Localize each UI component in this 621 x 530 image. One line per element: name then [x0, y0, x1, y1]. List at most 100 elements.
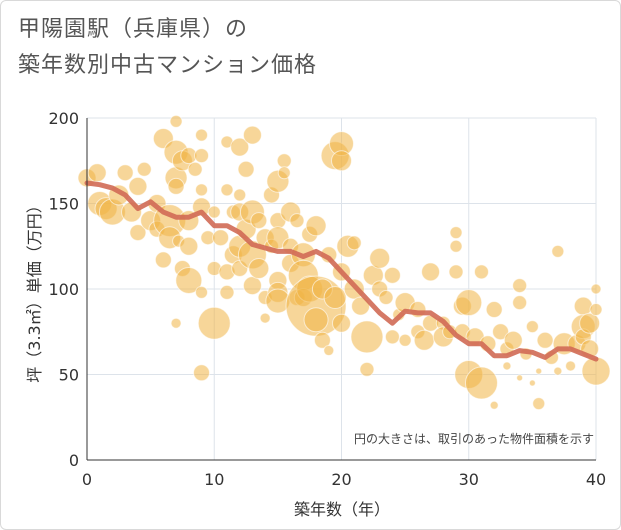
bubble-point: [378, 290, 394, 306]
bubble-point: [169, 114, 183, 128]
bubble-point: [323, 286, 347, 310]
bubble-point: [551, 244, 565, 258]
bubble-point: [516, 374, 524, 382]
bubble-point: [485, 301, 503, 319]
bubble-point: [512, 278, 528, 294]
bubble-point: [233, 188, 247, 202]
bubble-point: [289, 213, 305, 229]
bubble-point: [136, 161, 152, 177]
x-tick-label: 40: [586, 470, 606, 489]
bubble-point: [194, 148, 210, 164]
y-tick-label: 0: [69, 451, 79, 470]
bubble-point: [589, 303, 603, 317]
bubble-point: [332, 313, 351, 333]
bubble-point: [351, 296, 371, 316]
y-tick-labels: 0 50 100 150 200: [48, 109, 79, 470]
bubble-point: [237, 160, 255, 178]
bubble-point: [248, 257, 270, 279]
bubble-point: [87, 163, 107, 183]
bubble-point: [573, 296, 593, 316]
bubble-point: [473, 264, 489, 280]
bubble-point: [413, 329, 435, 351]
bubble-point: [464, 366, 498, 400]
bubble-point: [212, 229, 230, 247]
bubble-point: [525, 320, 539, 334]
bubble-point: [170, 317, 182, 329]
bubble-point: [331, 150, 352, 172]
bubble-point: [116, 164, 134, 182]
y-tick-label: 150: [48, 195, 79, 214]
bubble-point: [528, 379, 536, 387]
bubble-point: [128, 176, 148, 196]
bubble-point: [536, 331, 554, 349]
bubble-point: [195, 128, 209, 142]
bubble-point: [195, 183, 209, 197]
bubble-point: [455, 289, 483, 317]
x-tick-label: 30: [459, 470, 479, 489]
bubble-point: [179, 236, 199, 256]
bubble-point: [359, 361, 375, 377]
title-line-2: 築年数別中古マンション価格: [18, 53, 318, 78]
bubble-point: [154, 251, 172, 269]
average-line-series: [84, 180, 599, 362]
bubble-point: [303, 307, 329, 333]
bubble-point: [207, 205, 221, 219]
bubble-point: [323, 345, 335, 357]
bubble-point: [512, 295, 528, 311]
average-line: [84, 180, 599, 362]
bubble-point: [313, 331, 331, 349]
bubble-point: [193, 364, 211, 382]
bubble-point: [346, 235, 362, 251]
bubble-point: [197, 306, 231, 340]
bubble-point: [421, 262, 441, 282]
bubble-point: [242, 276, 262, 296]
bubble-point: [175, 266, 203, 294]
chart-title: 甲陽園駅（兵庫県）の 築年数別中古マンション価格: [18, 12, 317, 84]
axes: [86, 118, 596, 461]
bubble-point: [195, 285, 209, 299]
x-tick-labels: 0 10 20 30 40: [82, 470, 606, 489]
x-tick-label: 10: [204, 470, 224, 489]
bubble-point: [535, 367, 543, 375]
bubble-series: [77, 114, 611, 411]
x-axis-title: 築年数（年）: [294, 500, 390, 519]
bubble-point: [220, 183, 234, 197]
bubble-point: [250, 212, 268, 230]
y-tick-label: 100: [48, 280, 79, 299]
x-tick-label: 0: [82, 470, 92, 489]
bubble-point: [579, 312, 601, 334]
bubble-point: [590, 283, 602, 295]
bubble-point: [350, 320, 384, 354]
bubble-point: [230, 137, 250, 157]
bubble-point: [398, 333, 412, 347]
bubble-point: [305, 215, 327, 237]
title-line-1: 甲陽園駅（兵庫県）の: [18, 17, 249, 42]
bubble-point: [449, 226, 463, 240]
bubble-point: [384, 329, 400, 345]
y-axis-title: 坪（3.3㎡）単価（万円）: [25, 197, 44, 382]
bubble-point: [565, 360, 577, 372]
bubble-point: [129, 224, 147, 242]
bubble-point: [502, 361, 512, 371]
bubble-point: [383, 266, 401, 284]
x-tick-label: 20: [331, 470, 351, 489]
bubble-point: [449, 239, 463, 253]
bubble-point: [277, 166, 291, 180]
y-tick-label: 50: [59, 366, 79, 385]
bubble-point: [489, 400, 499, 410]
bubble-point: [503, 330, 523, 350]
bubble-point: [448, 264, 464, 280]
bubble-point: [242, 125, 262, 145]
bubble-point: [532, 397, 546, 411]
bubble-point: [187, 161, 203, 177]
bubble-point: [259, 312, 271, 324]
bubble-point: [492, 323, 510, 341]
bubble-point: [276, 153, 292, 169]
bubble-point: [553, 366, 563, 376]
y-tick-label: 200: [48, 109, 79, 128]
size-note: 円の大きさは、取引のあった物件面積を示す: [354, 431, 594, 446]
bubble-point: [369, 247, 391, 269]
bubble-point: [167, 177, 185, 195]
bubble-point: [219, 284, 235, 300]
